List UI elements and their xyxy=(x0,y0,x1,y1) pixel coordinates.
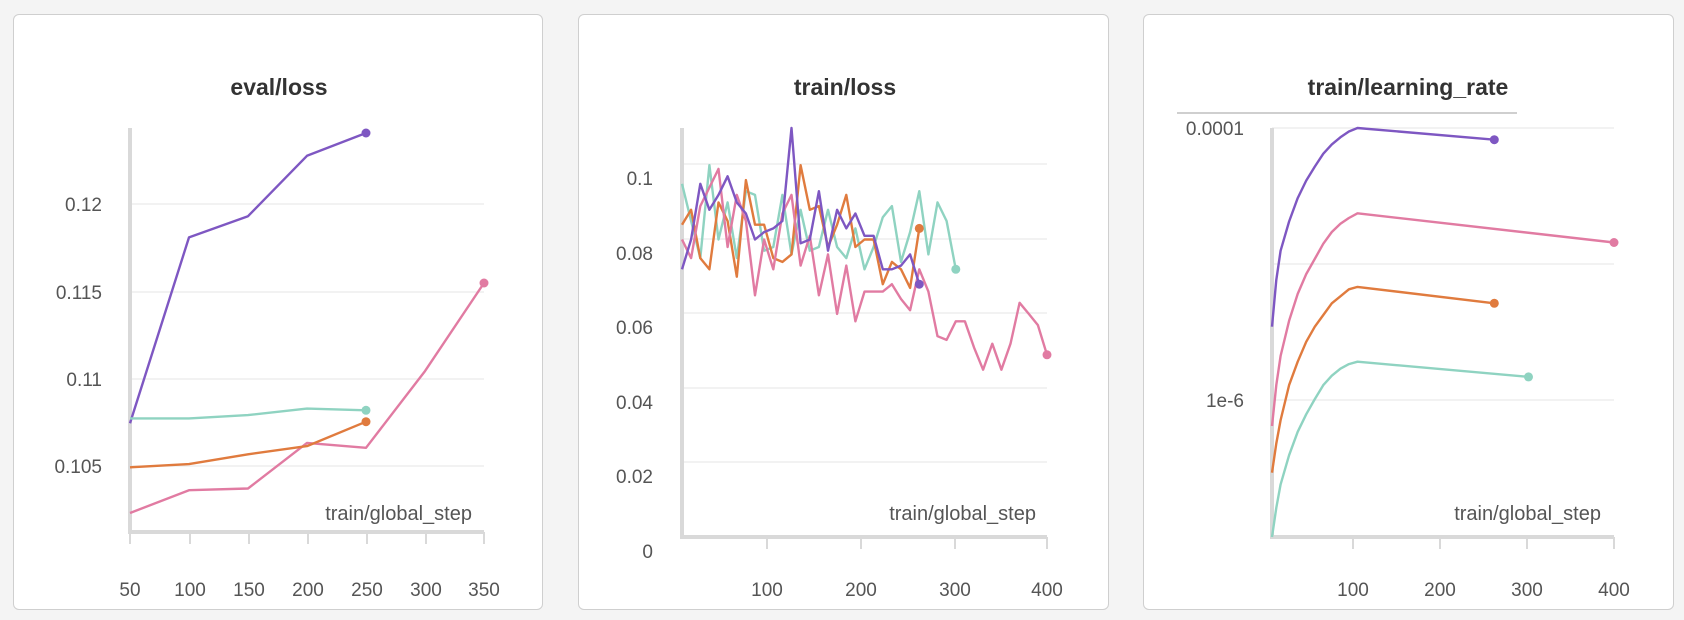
series-end-point-2[interactable] xyxy=(361,405,371,415)
series-line-0[interactable] xyxy=(1270,126,1495,327)
series-end-point-2[interactable] xyxy=(1489,298,1499,308)
y-tick-label: 0.11 xyxy=(66,370,102,391)
series-line-1[interactable] xyxy=(129,282,485,515)
y-tick-label: 0.08 xyxy=(616,244,653,265)
x-tick-label: 300 xyxy=(1511,580,1543,601)
x-ticks xyxy=(1352,537,1615,549)
series-end-point-0[interactable] xyxy=(1489,135,1499,145)
chart-title: eval/loss xyxy=(230,74,327,100)
y-tick-label: 0 xyxy=(642,542,653,563)
panel-eval-loss[interactable]: eval/loss 50 100 150 200 250 300 350 0.1… xyxy=(13,14,543,610)
series-layer xyxy=(680,126,1052,371)
panel-train-learning-rate[interactable]: train/learning_rate 100 200 300 400 0.00… xyxy=(1143,14,1674,610)
gridlines xyxy=(130,203,484,467)
series-end-point-1[interactable] xyxy=(479,278,489,288)
gridlines xyxy=(682,163,1047,463)
x-tick-label: 300 xyxy=(410,580,442,601)
y-tick-label: 0.06 xyxy=(616,318,653,339)
x-tick-label: 200 xyxy=(845,580,877,601)
x-tick-label: 150 xyxy=(233,580,265,601)
series-line-1[interactable] xyxy=(680,163,921,290)
y-tick-label: 0.1 xyxy=(627,169,653,190)
y-tick-label: 0.04 xyxy=(616,393,653,414)
x-tick-label: 350 xyxy=(468,580,500,601)
series-line-2[interactable] xyxy=(1270,285,1495,473)
series-end-point-2[interactable] xyxy=(1042,350,1052,360)
x-tick-label: 250 xyxy=(351,580,383,601)
x-ticks xyxy=(129,532,485,544)
panel-train-loss[interactable]: train/loss 100 200 300 400 0 0.02 0.04 0… xyxy=(578,14,1109,610)
x-tick-label: 200 xyxy=(292,580,324,601)
x-axis-label: train/global_step xyxy=(1454,503,1601,525)
series-layer xyxy=(128,128,489,515)
x-tick-label: 100 xyxy=(1337,580,1369,601)
series-end-point-3[interactable] xyxy=(361,417,371,427)
series-end-point-1[interactable] xyxy=(1609,238,1619,247)
y-tick-label: 0.0001 xyxy=(1186,119,1244,140)
y-tick-label: 0.02 xyxy=(616,467,653,488)
chart-title: train/learning_rate xyxy=(1308,74,1509,100)
chart-train-loss: train/loss 100 200 300 400 0 0.02 0.04 0… xyxy=(616,74,1063,601)
series-line-3[interactable] xyxy=(1270,360,1529,538)
x-ticks xyxy=(766,537,1048,549)
y-tick-label: 1e-6 xyxy=(1206,391,1244,412)
series-line-0[interactable] xyxy=(680,163,957,271)
x-tick-label: 200 xyxy=(1424,580,1456,601)
chart-eval-loss: eval/loss 50 100 150 200 250 300 350 0.1… xyxy=(54,74,500,601)
series-end-point-1[interactable] xyxy=(914,223,924,233)
series-line-1[interactable] xyxy=(1270,212,1615,427)
y-tick-label: 0.105 xyxy=(54,457,102,478)
series-end-point-0[interactable] xyxy=(951,264,961,274)
series-end-point-3[interactable] xyxy=(1524,372,1533,382)
x-tick-label: 100 xyxy=(174,580,206,601)
gridlines xyxy=(1272,127,1614,401)
series-line-2[interactable] xyxy=(680,167,1049,371)
series-end-point-3[interactable] xyxy=(914,279,924,289)
x-axis-label: train/global_step xyxy=(325,503,472,525)
series-layer xyxy=(1270,126,1619,538)
x-tick-label: 400 xyxy=(1598,580,1630,601)
x-axis-label: train/global_step xyxy=(889,503,1036,525)
x-tick-label: 300 xyxy=(939,580,971,601)
y-tick-label: 0.115 xyxy=(56,283,102,304)
y-tick-label: 0.12 xyxy=(65,195,102,216)
chart-train-learning-rate: train/learning_rate 100 200 300 400 0.00… xyxy=(1177,74,1630,601)
x-tick-label: 100 xyxy=(751,580,783,601)
series-end-point-0[interactable] xyxy=(361,128,371,138)
series-line-3[interactable] xyxy=(680,126,921,285)
x-tick-label: 400 xyxy=(1031,580,1063,601)
series-line-3[interactable] xyxy=(129,420,367,469)
series-line-0[interactable] xyxy=(128,131,367,424)
series-line-2[interactable] xyxy=(130,407,367,420)
x-tick-label: 50 xyxy=(119,580,140,601)
chart-title: train/loss xyxy=(794,74,896,100)
